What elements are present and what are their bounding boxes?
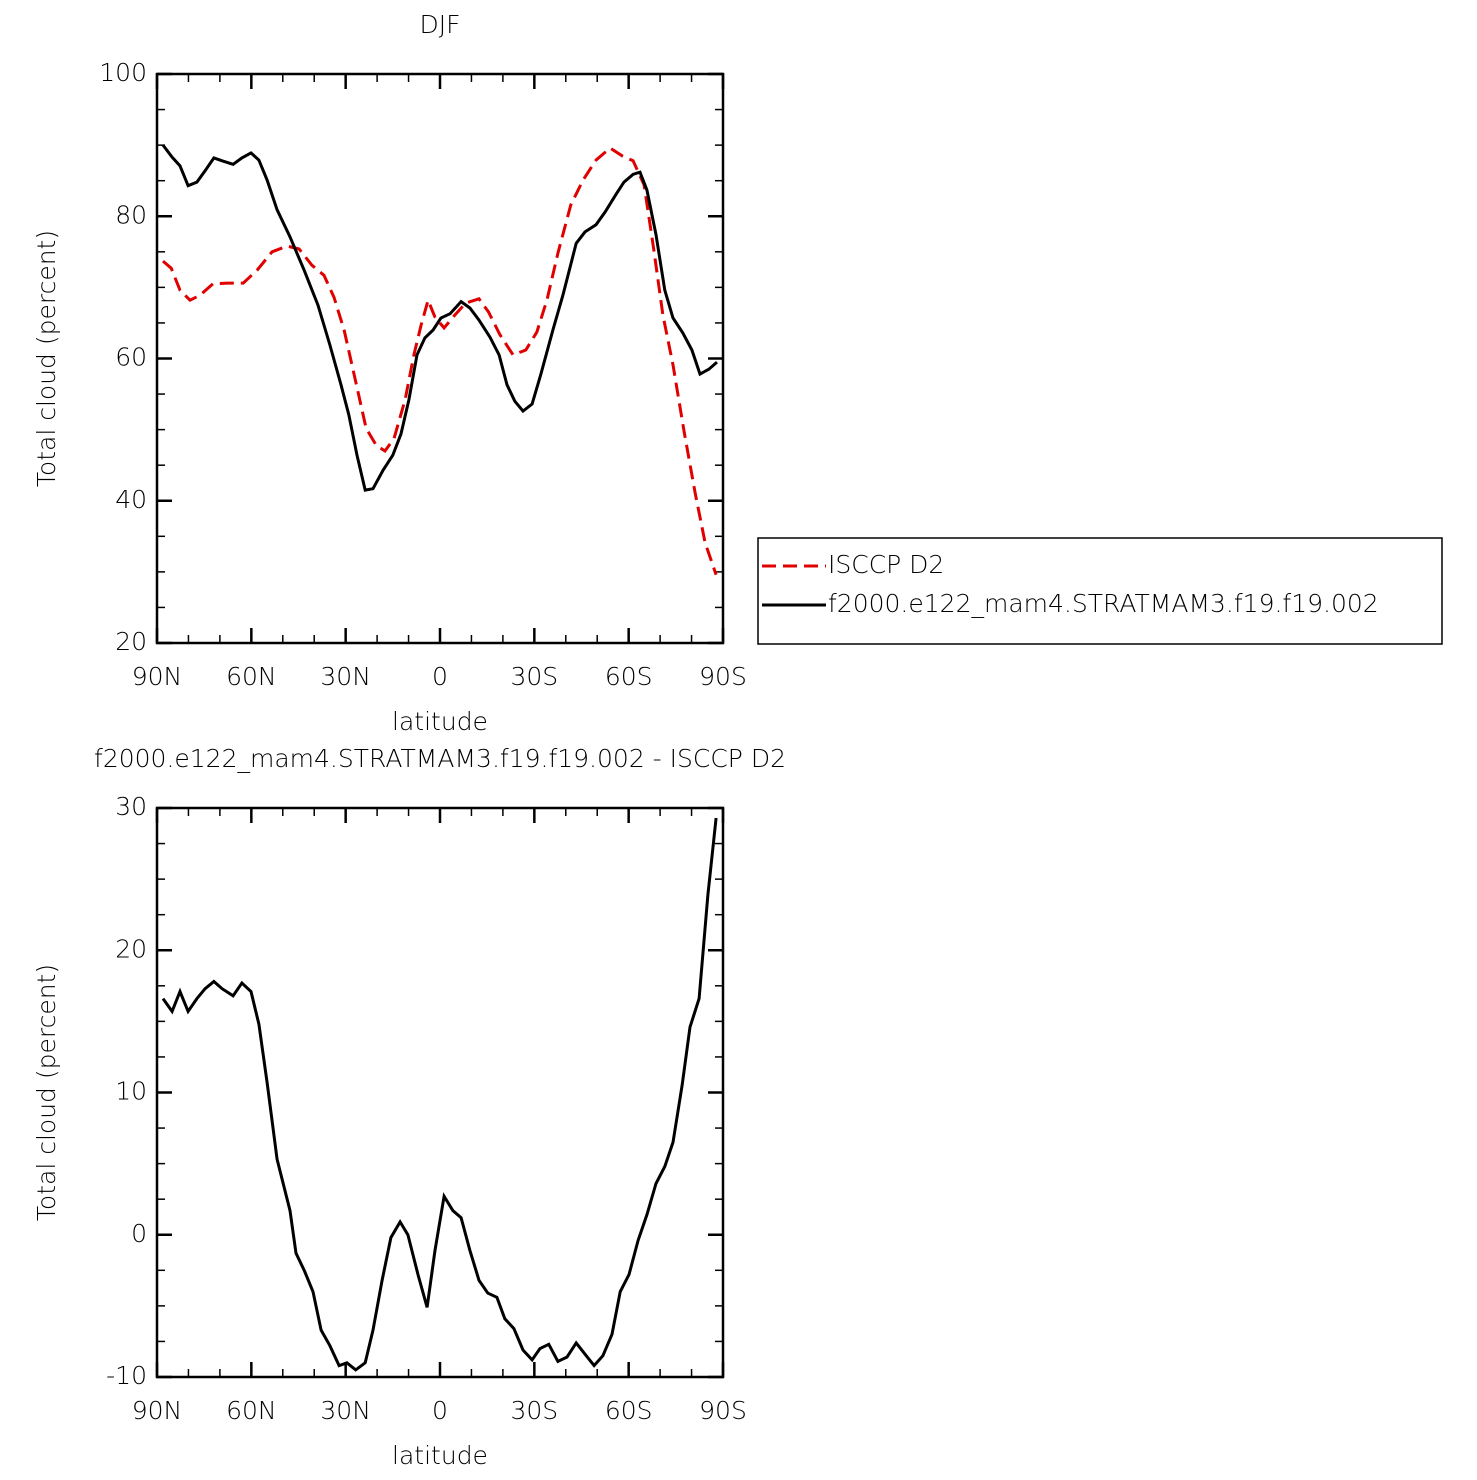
y-tick-label: 0 (131, 1219, 147, 1248)
y-axis-label: Total cloud (percent) (32, 964, 61, 1221)
legend: ISCCP D2 f2000.e122_mam4.STRATMAM3.f19.f1… (757, 537, 1443, 645)
y-tick-label: 60 (115, 343, 147, 372)
x-tick-label: 90S (699, 1396, 747, 1425)
data-line (162, 146, 718, 576)
data-line (161, 817, 718, 1372)
y-tick-label: 30 (115, 792, 147, 821)
x-tick-label: 0 (432, 1396, 448, 1425)
y-axis-label: Total cloud (percent) (32, 230, 61, 487)
x-tick-label: 30S (510, 662, 558, 691)
x-axis-label: latitude (392, 707, 488, 736)
x-tick-label: 0 (432, 662, 448, 691)
x-tick-label: 30S (510, 1396, 558, 1425)
chart-title: DJF (419, 10, 460, 39)
y-tick-label: 10 (115, 1077, 147, 1106)
plot-frame (155, 72, 725, 645)
x-tick-label: 60S (605, 1396, 653, 1425)
x-tick-label: 90N (132, 662, 183, 691)
y-tick-label: 20 (115, 627, 147, 656)
x-tick-label: 60N (226, 1396, 277, 1425)
x-tick-label: 30N (320, 662, 371, 691)
chart-title: f2000.e122_mam4.STRATMAM3.f19.f19.002 - … (94, 744, 786, 773)
x-tick-label: 60S (605, 662, 653, 691)
x-tick-label: 90N (132, 1396, 183, 1425)
y-tick-label: 80 (115, 200, 147, 229)
y-tick-label: 100 (99, 58, 147, 87)
x-axis-label: latitude (392, 1441, 488, 1470)
y-tick-label: 40 (115, 485, 147, 514)
x-tick-label: 90S (699, 662, 747, 691)
plot-frame (155, 806, 725, 1379)
y-tick-label: 20 (115, 934, 147, 963)
legend-label: f2000.e122_mam4.STRATMAM3.f19.f19.002 (828, 589, 1379, 618)
y-tick-label: -10 (106, 1361, 147, 1390)
x-tick-label: 60N (226, 662, 277, 691)
legend-label: ISCCP D2 (828, 550, 944, 579)
data-line (161, 144, 718, 492)
legend-box (757, 537, 1443, 645)
x-tick-label: 30N (320, 1396, 371, 1425)
